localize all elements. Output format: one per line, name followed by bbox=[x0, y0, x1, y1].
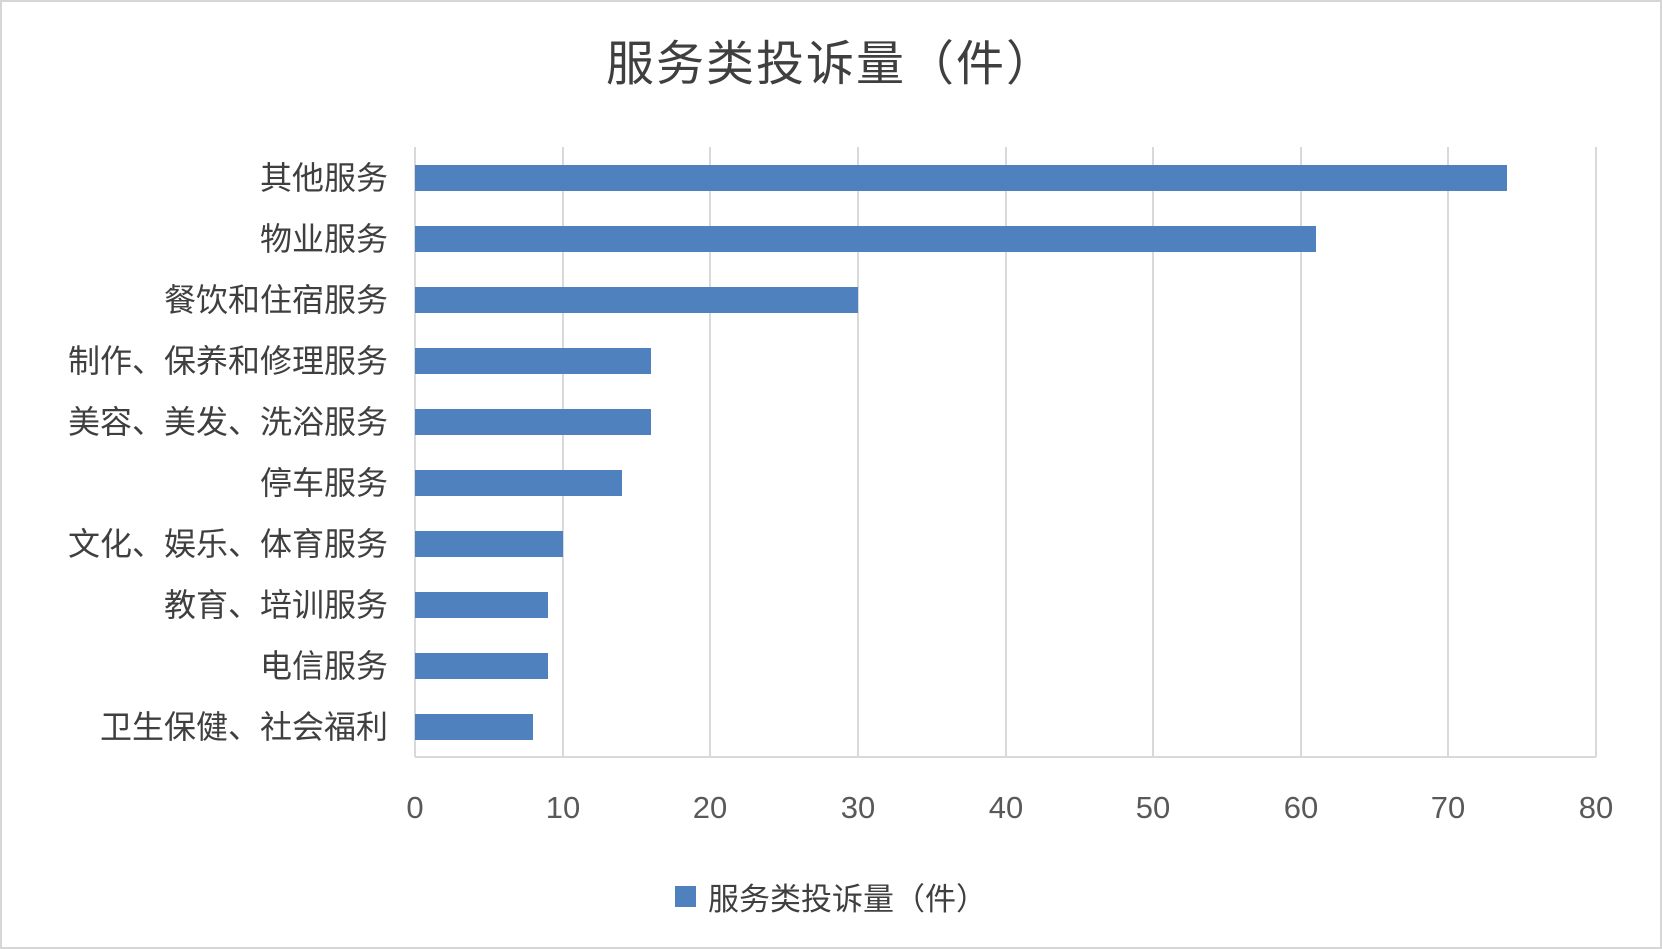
gridline-x-10 bbox=[562, 147, 564, 757]
bar-美容、美发、洗浴服务 bbox=[415, 409, 651, 435]
gridline-x-80 bbox=[1595, 147, 1597, 757]
bar-物业服务 bbox=[415, 226, 1316, 252]
x-axis-tick-label: 60 bbox=[1283, 790, 1319, 825]
x-axis-tick-label: 10 bbox=[545, 790, 581, 825]
y-axis-label: 其他服务 bbox=[259, 159, 388, 197]
bar-文化、娱乐、体育服务 bbox=[415, 531, 563, 557]
legend-label: 服务类投诉量（件） bbox=[708, 882, 987, 918]
x-axis-tick-label: 30 bbox=[840, 790, 876, 825]
y-axis-label: 美容、美发、洗浴服务 bbox=[67, 403, 388, 441]
gridline-x-0 bbox=[414, 147, 416, 757]
y-axis-label: 制作、保养和修理服务 bbox=[67, 342, 388, 380]
gridline-x-50 bbox=[1152, 147, 1154, 757]
x-axis-tick-label: 50 bbox=[1135, 790, 1171, 825]
bar-卫生保健、社会福利 bbox=[415, 714, 533, 740]
x-axis-tick-label: 70 bbox=[1430, 790, 1466, 825]
y-axis-label: 文化、娱乐、体育服务 bbox=[67, 525, 388, 563]
x-axis-tick-label: 40 bbox=[988, 790, 1024, 825]
bar-制作、保养和修理服务 bbox=[415, 348, 651, 374]
x-axis-line bbox=[415, 756, 1596, 758]
gridline-x-70 bbox=[1447, 147, 1449, 757]
y-axis-label: 卫生保健、社会福利 bbox=[99, 708, 388, 746]
legend: 服务类投诉量（件） bbox=[2, 874, 1660, 919]
bar-其他服务 bbox=[415, 165, 1507, 191]
chart-title: 服务类投诉量（件） bbox=[605, 36, 1056, 92]
y-axis-label: 物业服务 bbox=[259, 220, 388, 258]
gridline-x-60 bbox=[1300, 147, 1302, 757]
bar-教育、培训服务 bbox=[415, 592, 548, 618]
y-axis-label: 停车服务 bbox=[259, 464, 388, 502]
gridline-x-20 bbox=[709, 147, 711, 757]
x-axis-tick-label: 80 bbox=[1578, 790, 1614, 825]
x-axis-tick-label: 20 bbox=[692, 790, 728, 825]
bar-电信服务 bbox=[415, 653, 548, 679]
gridline-x-30 bbox=[857, 147, 859, 757]
bar-餐饮和住宿服务 bbox=[415, 287, 858, 313]
x-axis-tick-label: 0 bbox=[406, 790, 424, 825]
plot-area bbox=[414, 147, 1597, 758]
y-axis-label: 餐饮和住宿服务 bbox=[163, 281, 388, 319]
y-axis-label: 教育、培训服务 bbox=[163, 586, 388, 624]
gridline-x-40 bbox=[1005, 147, 1007, 757]
y-axis-label: 电信服务 bbox=[259, 647, 388, 685]
bar-停车服务 bbox=[415, 470, 622, 496]
legend-swatch-icon bbox=[675, 886, 696, 907]
